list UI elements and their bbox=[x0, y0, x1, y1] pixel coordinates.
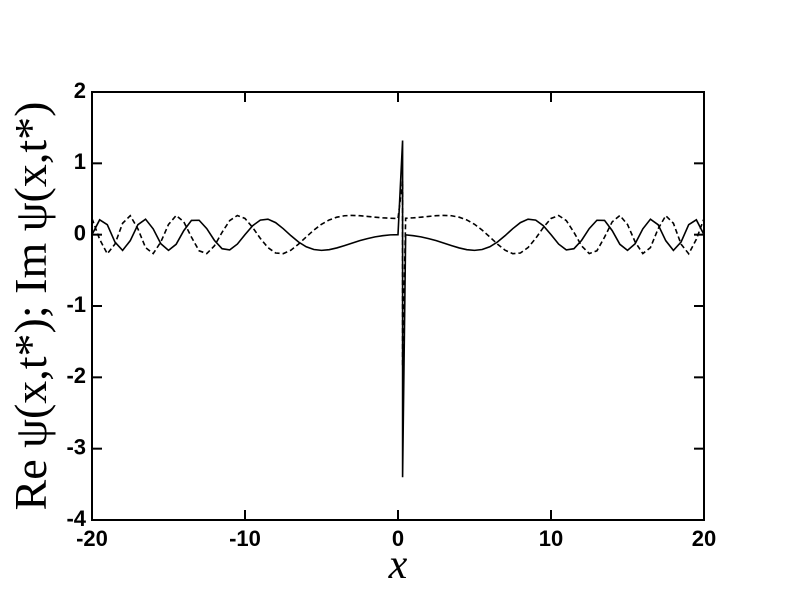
y-tick-label: 1 bbox=[74, 149, 86, 174]
x-axis-label: x bbox=[388, 542, 408, 588]
x-tick-label: 10 bbox=[539, 526, 563, 551]
y-tick-label: -4 bbox=[66, 506, 86, 531]
y-axis-label: Re ψ(x,t*); Im ψ(x,t*) bbox=[5, 102, 56, 511]
x-tick-label: -20 bbox=[76, 526, 108, 551]
line-series bbox=[91, 140, 705, 478]
y-tick-label: -3 bbox=[66, 434, 86, 459]
y-tick-label: 2 bbox=[74, 78, 86, 103]
x-tick-label: -10 bbox=[229, 526, 261, 551]
line-series bbox=[91, 181, 705, 367]
x-tick-label: 20 bbox=[692, 526, 716, 551]
y-tick-label: 0 bbox=[74, 220, 86, 245]
x-tick-label: 0 bbox=[392, 526, 404, 551]
y-tick-label: -1 bbox=[66, 292, 86, 317]
plot-frame bbox=[91, 91, 705, 521]
y-tick-label: -2 bbox=[66, 363, 86, 388]
